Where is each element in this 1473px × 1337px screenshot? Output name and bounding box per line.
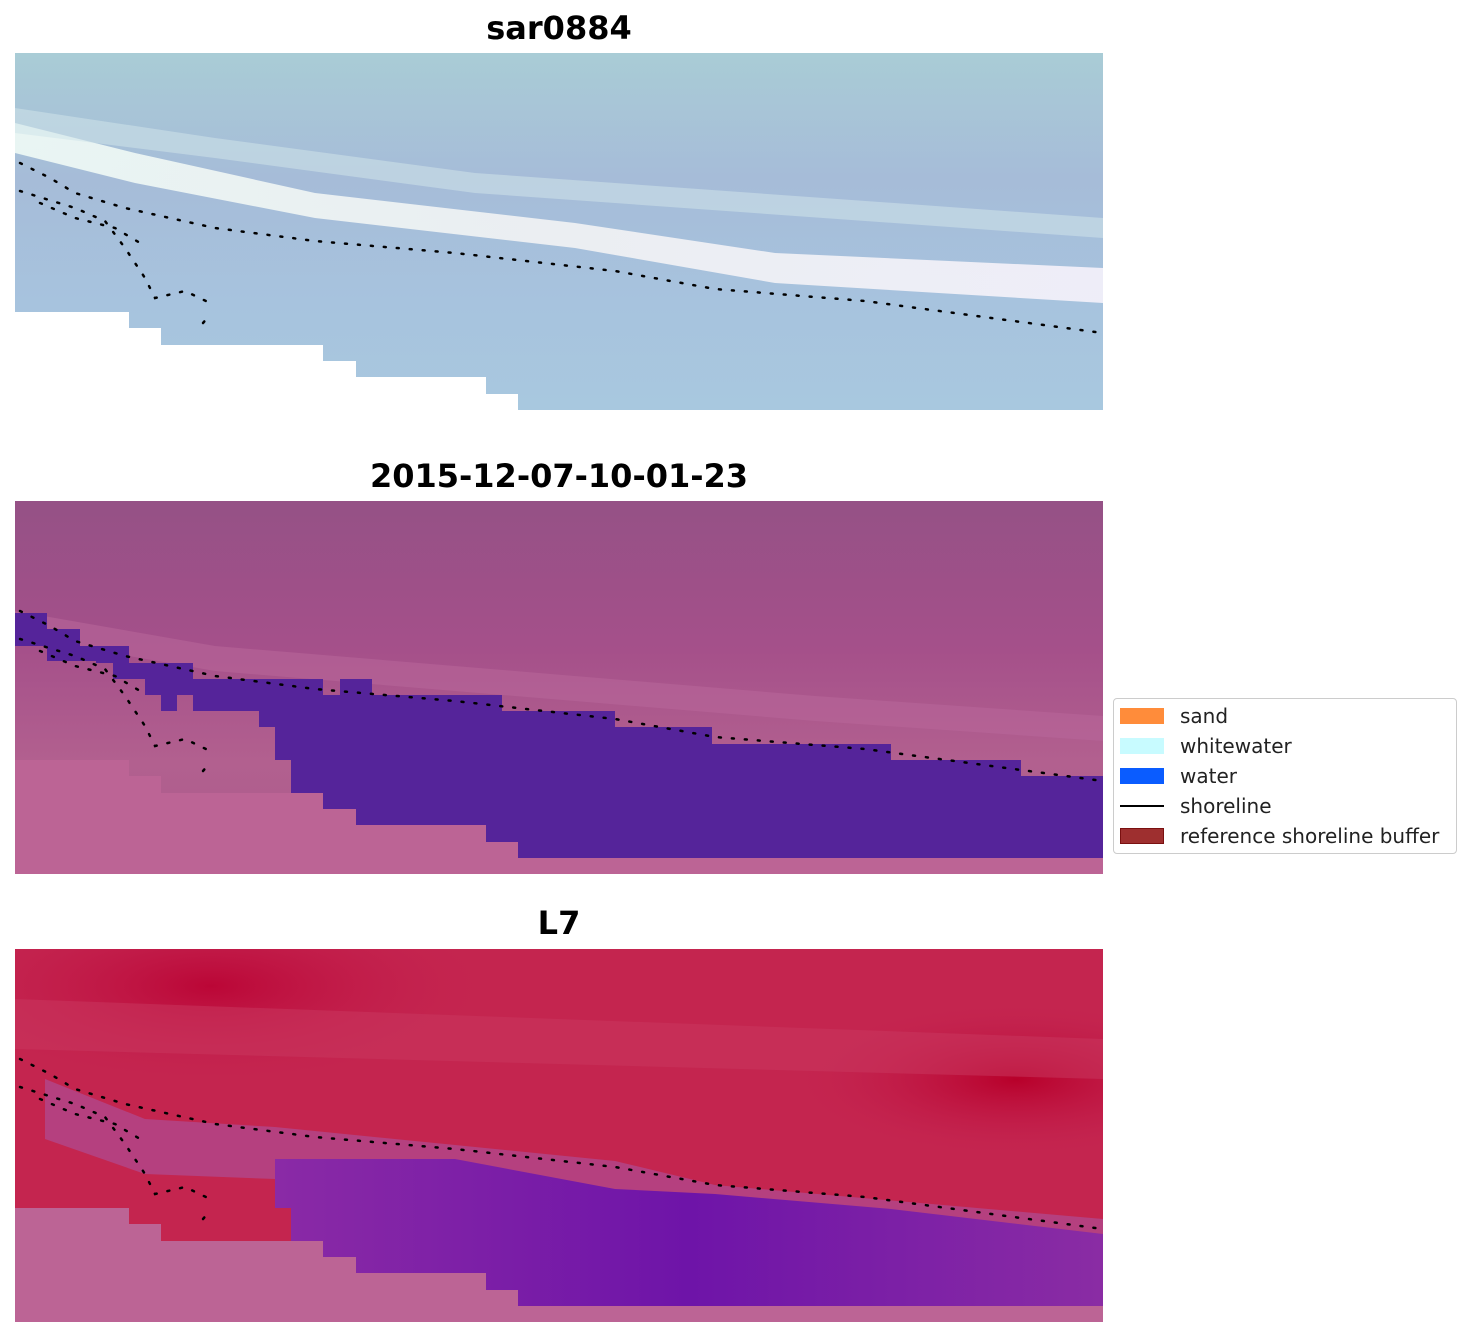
legend-item-sand: sand [1120,704,1229,728]
water-index-area [275,1159,1103,1306]
nodata-class [15,760,1103,874]
nodata-region [15,1208,1103,1322]
whitewater-tint [15,611,1103,741]
panel-title-rgb: sar0884 [486,9,632,47]
shoreline [18,161,1103,335]
panel-title-classified: 2015-12-07-10-01-23 [369,457,749,495]
whitewater-band-upper [15,108,1103,238]
legend-item-whitewater: whitewater [1120,734,1292,758]
classified-image [15,501,1103,874]
legend-item-reference-buffer: reference shoreline buffer [1120,824,1440,848]
whitewater-band [15,123,1103,303]
rgb-image-panel [15,53,1103,410]
shoreline [18,609,1103,783]
index-image [15,949,1103,1322]
classified-image-panel [15,501,1103,874]
legend-item-water: water [1120,764,1237,788]
water-swatch [1120,768,1164,784]
legend: sand whitewater water shoreline referenc… [1113,698,1457,854]
legend-label: shoreline [1180,794,1272,818]
shoreline [18,1057,1103,1231]
water-class [15,613,1103,858]
legend-label: water [1180,764,1237,788]
rgb-image [15,53,1103,410]
nodata-region [15,312,518,410]
legend-label: reference shoreline buffer [1180,824,1440,848]
reference-buffer-swatch [1120,828,1164,844]
shoreline-line-icon [1120,805,1164,807]
sand-swatch [1120,708,1164,724]
panel-title-index: L7 [537,904,581,942]
legend-label: sand [1180,704,1229,728]
index-image-panel [15,949,1103,1322]
legend-label: whitewater [1180,734,1292,758]
legend-item-shoreline: shoreline [1120,794,1272,818]
whitewater-swatch [1120,738,1164,754]
